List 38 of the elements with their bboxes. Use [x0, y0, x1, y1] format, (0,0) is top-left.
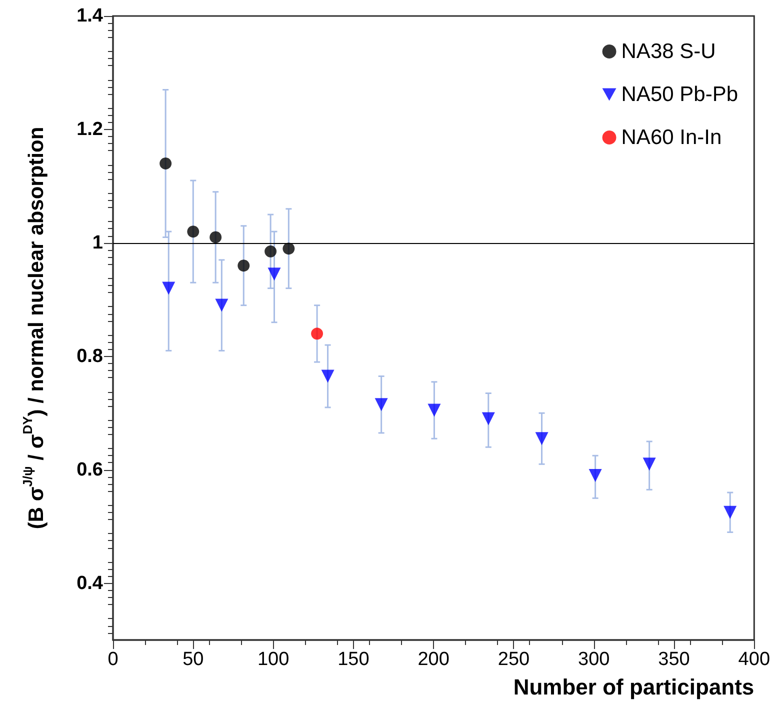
y-axis-title: (B σJ/ψ / σDY) / normal nuclear absorption [20, 126, 48, 530]
x-tick-label: 100 [257, 649, 290, 670]
point [311, 328, 324, 340]
x-tick-label: 350 [658, 649, 690, 670]
y-tick-label: 1 [92, 232, 104, 254]
point [160, 157, 172, 170]
legend-label: NA50 Pb-Pb [621, 83, 738, 106]
point [428, 404, 441, 417]
x-tick-label: 150 [338, 649, 370, 670]
x-tick-label: 0 [108, 649, 118, 670]
legend-label: NA38 S-U [621, 40, 716, 63]
point [321, 370, 334, 383]
point [162, 282, 176, 295]
y-tick-label: 0.4 [76, 572, 104, 594]
point [482, 412, 495, 426]
point [724, 506, 737, 519]
point [264, 245, 277, 258]
point [268, 268, 281, 281]
x-tick-label: 300 [578, 649, 610, 670]
point [642, 458, 656, 471]
point [374, 398, 388, 412]
point [215, 298, 228, 312]
y-tick-label: 1.4 [76, 6, 104, 26]
point [187, 226, 200, 238]
point [535, 432, 548, 446]
x-tick-label: 400 [738, 649, 770, 670]
x-tick-label: 250 [498, 649, 530, 670]
point [238, 260, 250, 272]
legend-label: NA60 In-In [621, 126, 722, 149]
y-tick-label: 0.8 [76, 346, 103, 367]
y-tick-label: 0.6 [76, 459, 103, 480]
point [282, 242, 295, 255]
point [588, 468, 602, 482]
x-tick-label: 200 [418, 649, 450, 670]
x-axis-title: Number of participants [513, 674, 754, 700]
y-tick-label: 1.2 [76, 118, 103, 140]
point [210, 231, 222, 244]
x-tick-label: 50 [182, 649, 204, 670]
